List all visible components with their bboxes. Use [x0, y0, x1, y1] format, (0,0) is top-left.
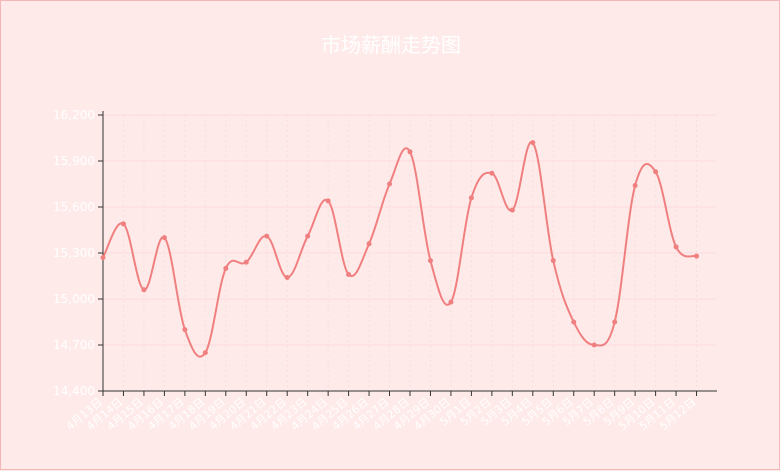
data-point[interactable] [509, 207, 515, 213]
data-point[interactable] [591, 342, 597, 348]
data-point[interactable] [612, 319, 618, 325]
data-point[interactable] [305, 233, 311, 239]
y-tick-label: 15,300 [53, 246, 95, 260]
data-point[interactable] [530, 140, 536, 146]
data-point[interactable] [182, 327, 188, 333]
axes [98, 111, 717, 396]
data-point[interactable] [346, 271, 352, 277]
data-point[interactable] [325, 198, 331, 204]
data-point[interactable] [264, 233, 270, 239]
data-point[interactable] [223, 265, 229, 271]
data-point[interactable] [161, 235, 167, 241]
data-point[interactable] [550, 258, 556, 264]
data-point[interactable] [243, 259, 249, 265]
y-tick-labels: 14,400 14,700 15,000 15,300 15,600 15,900 16,2… [53, 108, 95, 398]
data-point[interactable] [571, 319, 577, 325]
data-point[interactable] [694, 253, 700, 259]
data-point[interactable] [632, 183, 638, 189]
data-point[interactable] [284, 275, 290, 281]
data-point[interactable] [387, 181, 393, 187]
data-point[interactable] [366, 241, 372, 247]
data-point[interactable] [489, 170, 495, 176]
data-point[interactable] [202, 350, 208, 356]
data-point[interactable] [407, 149, 413, 155]
data-point[interactable] [100, 255, 106, 261]
data-point[interactable] [653, 169, 659, 175]
y-tick-label: 14,700 [53, 338, 95, 352]
data-point[interactable] [427, 258, 433, 264]
series-line [102, 141, 697, 358]
x-tick-labels: 4月13日4月14日4月15日4月16日4月17日4月18日4月19日4月20日… [64, 395, 699, 433]
y-tick-label: 15,000 [53, 292, 95, 306]
y-tick-label: 14,400 [53, 384, 95, 398]
y-tick-label: 15,900 [53, 154, 95, 168]
data-point[interactable] [673, 244, 679, 250]
data-point[interactable] [141, 287, 147, 293]
y-tick-label: 15,600 [53, 200, 95, 214]
grid-lines [102, 114, 717, 392]
chart-title: 市场薪酬走势图 [321, 33, 461, 57]
data-point[interactable] [468, 195, 474, 201]
series-points [100, 140, 700, 356]
data-point[interactable] [120, 221, 126, 227]
data-point[interactable] [448, 299, 454, 305]
y-tick-label: 16,200 [53, 108, 95, 122]
